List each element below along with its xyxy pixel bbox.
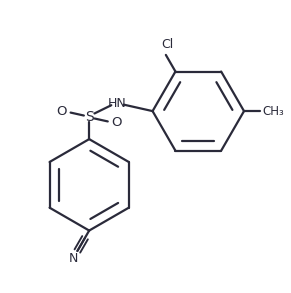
- Text: Cl: Cl: [161, 38, 173, 51]
- Text: O: O: [56, 105, 67, 118]
- Text: N: N: [69, 252, 78, 265]
- Text: CH₃: CH₃: [262, 105, 284, 117]
- Text: HN: HN: [108, 97, 127, 110]
- Text: O: O: [112, 115, 122, 129]
- Text: S: S: [85, 110, 93, 124]
